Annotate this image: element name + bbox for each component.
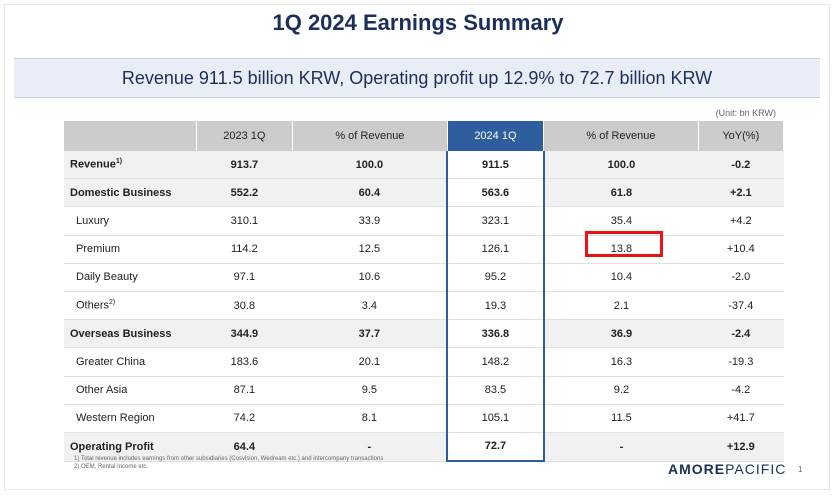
- cell-yoy: +41.7: [698, 404, 784, 433]
- cell-2024-1q: 95.2: [446, 263, 545, 292]
- cell-2023-1q: 64.4: [196, 432, 293, 462]
- cell-yoy: -19.3: [698, 347, 784, 377]
- cell-yoy: +12.9: [698, 432, 784, 462]
- header-2024-1q: 2024 1Q: [447, 121, 545, 151]
- cell-pct-2023: 37.7: [292, 319, 448, 349]
- row-label: Revenue1): [64, 151, 196, 180]
- cell-pct-2023: 33.9: [292, 206, 448, 236]
- row-label: Others2): [64, 291, 196, 321]
- cell-2024-1q: 148.2: [446, 347, 545, 377]
- table-row: Overseas Business 344.9 37.7 336.8 36.9 -2.4: [64, 319, 784, 349]
- table-row: Greater China 183.6 20.1 148.2 16.3 -19.3: [64, 347, 784, 377]
- cell-pct-2024: 10.4: [543, 263, 699, 292]
- cell-2024-1q: 336.8: [446, 319, 545, 349]
- footnote-2: 2) OEM, Rental Income etc.: [74, 464, 149, 470]
- cell-yoy: +4.2: [698, 206, 784, 236]
- table-row: Domestic Business 552.2 60.4 563.6 61.8 +2.1: [64, 178, 784, 208]
- row-label: Premium: [64, 235, 196, 264]
- cell-pct-2023: 20.1: [292, 347, 448, 377]
- cell-pct-2024: 13.8: [543, 235, 699, 264]
- cell-pct-2024: 61.8: [543, 178, 699, 208]
- cell-pct-2023: 60.4: [292, 178, 448, 208]
- row-label: Domestic Business: [64, 178, 196, 208]
- company-logo: AMOREPACIFIC: [668, 461, 787, 477]
- header-label: [64, 121, 197, 151]
- row-label: Greater China: [64, 347, 196, 377]
- cell-2023-1q: 30.8: [196, 291, 293, 321]
- row-label: Western Region: [64, 404, 196, 433]
- table-header-row: 2023 1Q % of Revenue 2024 1Q % of Revenu…: [64, 121, 785, 151]
- table-row: Western Region 74.2 8.1 105.1 11.5 +41.7: [64, 404, 784, 433]
- table-row: Other Asia 87.1 9.5 83.5 9.2 -4.2: [64, 376, 784, 405]
- cell-pct-2023: 12.5: [292, 235, 448, 264]
- cell-pct-2023: 8.1: [292, 404, 448, 433]
- cell-2024-1q: 105.1: [446, 404, 545, 433]
- cell-2024-1q: 563.6: [446, 178, 545, 208]
- page-title: 1Q 2024 Earnings Summary: [272, 10, 564, 35]
- cell-yoy: -0.2: [698, 151, 784, 180]
- table-row: Revenue1) 913.7 100.0 911.5 100.0 -0.2: [64, 151, 784, 180]
- cell-2023-1q: 74.2: [196, 404, 293, 433]
- table-row: Operating Profit 64.4-72.7- +12.9: [64, 432, 784, 463]
- row-label: Operating Profit: [64, 432, 196, 462]
- header-pct-2023: % of Revenue: [292, 121, 448, 151]
- header-2023-1q: 2023 1Q: [196, 121, 294, 151]
- cell-2024-1q: 126.1: [446, 235, 545, 264]
- cell-pct-2024: 16.3: [543, 347, 699, 377]
- cell-pct-2023: 9.5: [292, 376, 448, 405]
- table-row: Others2) 30.8 3.4 19.3 2.1 -37.4: [64, 291, 784, 321]
- earnings-table: 2023 1Q % of Revenue 2024 1Q % of Revenu…: [64, 121, 785, 463]
- cell-2024-1q: 911.5: [446, 151, 545, 180]
- cell-2024-1q: 83.5: [446, 376, 545, 405]
- cell-2023-1q: 183.6: [196, 347, 293, 377]
- highlight-box: [585, 231, 663, 257]
- cell-yoy: -37.4: [698, 291, 784, 321]
- footnote-1: 1) Total revenue includes earnings from …: [74, 456, 384, 462]
- unit-label: (Unit: bn KRW): [715, 108, 776, 118]
- cell-yoy: +10.4: [698, 235, 784, 264]
- cell-pct-2024: 2.1: [543, 291, 699, 321]
- cell-pct-2023: 3.4: [292, 291, 448, 321]
- cell-2024-1q: 19.3: [446, 291, 545, 321]
- header-pct-2024: % of Revenue: [543, 121, 699, 151]
- cell-2023-1q: 913.7: [196, 151, 293, 180]
- cell-yoy: -2.0: [698, 263, 784, 292]
- row-label: Daily Beauty: [64, 263, 196, 292]
- cell-2023-1q: 87.1: [196, 376, 293, 405]
- table-row: Daily Beauty 97.1 10.6 95.2 10.4 -2.0: [64, 263, 784, 292]
- cell-pct-2023: 100.0: [292, 151, 448, 180]
- cell-yoy: -4.2: [698, 376, 784, 405]
- slide-frame: [4, 4, 830, 490]
- cell-2023-1q: 97.1: [196, 263, 293, 292]
- headline-banner: Revenue 911.5 billion KRW, Operating pro…: [14, 58, 820, 98]
- cell-pct-2024: 35.4: [543, 206, 699, 236]
- row-label: Overseas Business: [64, 319, 196, 349]
- cell-yoy: -2.4: [698, 319, 784, 349]
- table-row: Premium 114.2 12.5 126.1 13.8 +10.4: [64, 235, 784, 264]
- cell-2024-1q: 323.1: [446, 206, 545, 236]
- cell-pct-2024: 11.5: [543, 404, 699, 433]
- footnotes: 1) Total revenue includes earnings from …: [74, 455, 383, 471]
- header-yoy: YoY(%): [698, 121, 785, 151]
- cell-yoy: +2.1: [698, 178, 784, 208]
- cell-2023-1q: 552.2: [196, 178, 293, 208]
- cell-pct-2024: 9.2: [543, 376, 699, 405]
- row-label: Luxury: [64, 206, 196, 236]
- cell-pct-2024: 36.9: [543, 319, 699, 349]
- cell-pct-2024: 100.0: [543, 151, 699, 180]
- cell-pct-2024: -: [543, 432, 699, 462]
- cell-2024-1q: 72.7: [446, 432, 545, 463]
- cell-2023-1q: 310.1: [196, 206, 293, 236]
- cell-pct-2023: 10.6: [292, 263, 448, 292]
- page-number: 1: [798, 465, 803, 474]
- cell-2023-1q: 344.9: [196, 319, 293, 349]
- cell-2023-1q: 114.2: [196, 235, 293, 264]
- row-label: Other Asia: [64, 376, 196, 405]
- table-row: Luxury 310.1 33.9 323.1 35.4 +4.2: [64, 206, 784, 236]
- cell-pct-2023: -: [292, 432, 448, 462]
